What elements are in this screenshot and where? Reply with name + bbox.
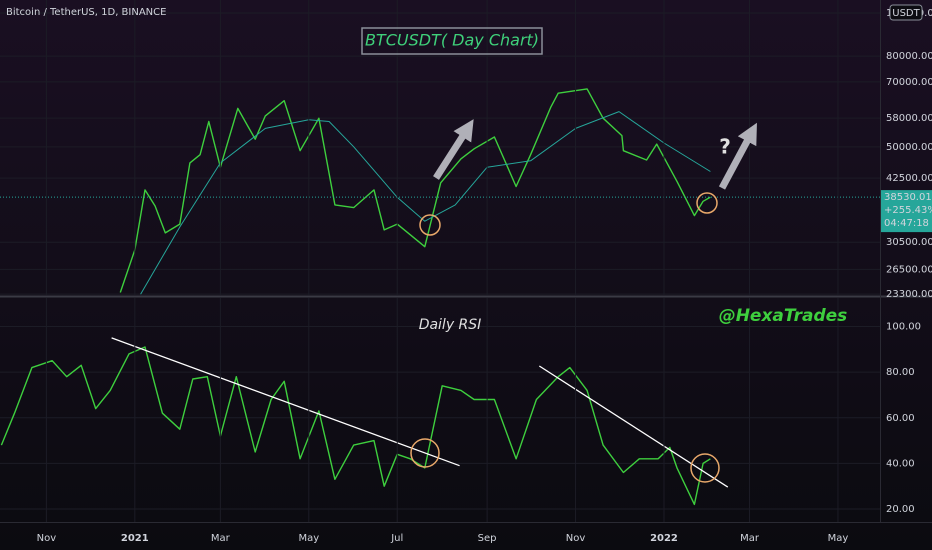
- highlight-circle: [419, 214, 441, 236]
- highlight-circle: [696, 192, 718, 214]
- header: Bitcoin / TetherUS, 1D, BINANCE: [6, 7, 166, 18]
- y-tick-label: 42500.00: [886, 173, 932, 184]
- trendline: [111, 337, 460, 467]
- y-tick-label: 20.00: [886, 504, 915, 515]
- trendline: [538, 365, 729, 488]
- currency-badge: [889, 4, 923, 21]
- x-tick-label: Jul: [390, 533, 403, 544]
- pane: [0, 326, 880, 510]
- y-tick-label: 60.00: [886, 413, 915, 424]
- x-tick-label: Mar: [211, 533, 231, 544]
- pane-title: Daily RSI: [419, 317, 482, 333]
- last-price-box: [881, 190, 932, 233]
- y-tick-label: 50000.00: [886, 142, 932, 153]
- y-tick-label: 58000.00: [886, 113, 932, 124]
- last-change: +255.43%: [884, 205, 932, 216]
- question-mark: ?: [719, 135, 731, 159]
- chart-title: BTCUSDT( Day Chart): [365, 31, 539, 50]
- y-tick-label: 100.00: [886, 322, 921, 333]
- y-tick-label: 70000.00: [886, 77, 932, 88]
- pane: [0, 12, 880, 295]
- x-tick-label: Mar: [740, 533, 760, 544]
- x-tick-label: Nov: [37, 533, 57, 544]
- x-tick-label: 2021: [121, 533, 149, 544]
- data-line: [0, 346, 711, 506]
- moving-average: [140, 111, 711, 295]
- countdown: 04:47:18: [884, 218, 929, 229]
- x-tick-label: Sep: [478, 533, 497, 544]
- y-tick-label: 80.00: [886, 367, 915, 378]
- y-tick-label: 80000.00: [886, 51, 932, 62]
- highlight-circle: [410, 438, 440, 468]
- y-tick-label: 40.00: [886, 458, 915, 469]
- data-line: [119, 88, 711, 293]
- x-tick-label: May: [828, 533, 849, 544]
- handle: @HexaTrades: [719, 306, 848, 326]
- y-tick-label: 30500.00: [886, 237, 932, 248]
- last-price: 38530.01: [884, 192, 932, 203]
- x-tick-label: Nov: [566, 533, 586, 544]
- currency: USDT: [892, 8, 920, 19]
- plot-area: [0, 0, 880, 522]
- y-tick-label: 26500.00: [886, 264, 932, 275]
- title-box: [361, 27, 543, 55]
- highlight-circle: [690, 453, 720, 483]
- x-tick-label: May: [298, 533, 319, 544]
- arrow: [433, 119, 474, 180]
- y-tick-label: 23300.00: [886, 289, 932, 300]
- arrow: [718, 122, 757, 190]
- x-tick-label: 2022: [650, 533, 678, 544]
